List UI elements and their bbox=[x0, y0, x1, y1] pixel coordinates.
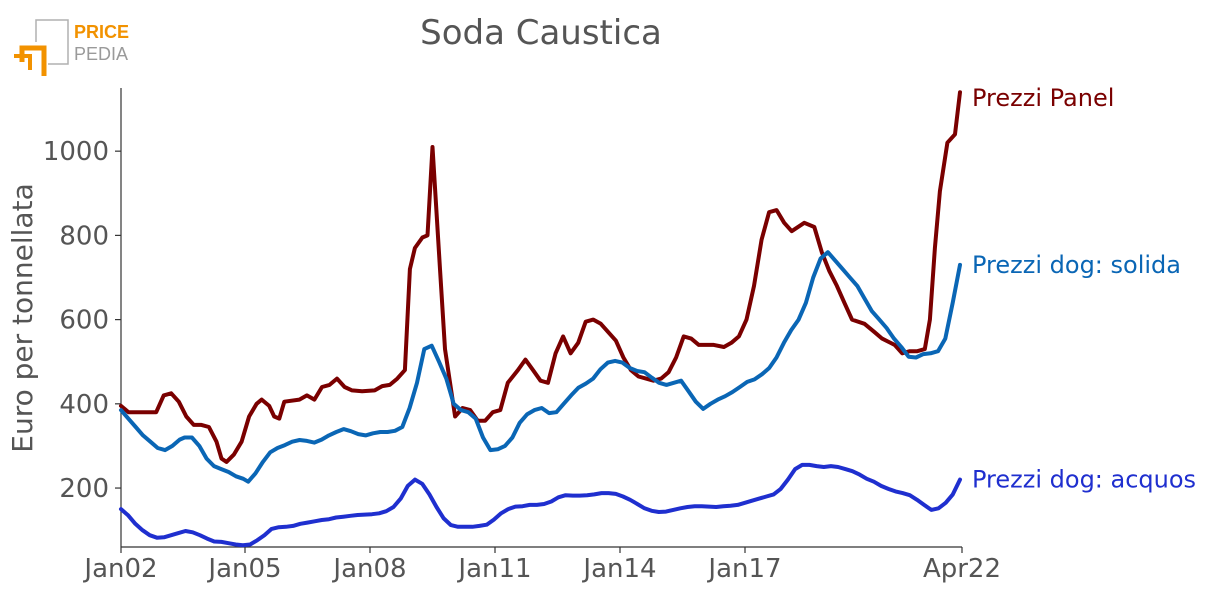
x-tick-label: Jan02 bbox=[82, 554, 157, 584]
logo-mark-icon bbox=[14, 19, 69, 76]
x-tick-label: Jan11 bbox=[456, 554, 531, 584]
y-tick-label: 600 bbox=[59, 306, 109, 336]
x-ticks: Jan02 Jan05 Jan08 Jan11 Jan14 Jan17 Apr22 bbox=[82, 547, 1001, 584]
logo-text-pedia: PEDIA bbox=[74, 44, 128, 64]
x-tick-label: Jan17 bbox=[706, 554, 781, 584]
x-tick-label: Apr22 bbox=[923, 554, 1001, 584]
series-line-1 bbox=[119, 250, 962, 484]
series-line-2 bbox=[119, 462, 962, 548]
logo-text-price: PRICE bbox=[74, 22, 129, 42]
series-group: Prezzi Panel Prezzi dog: solida Prezzi dog… bbox=[119, 84, 1196, 548]
series-line-0 bbox=[119, 90, 962, 464]
y-ticks: 200 400 600 800 1000 bbox=[43, 137, 121, 504]
chart-title: Soda Caustica bbox=[420, 13, 662, 53]
y-tick-label: 800 bbox=[59, 221, 109, 251]
y-tick-label: 400 bbox=[59, 390, 109, 420]
y-tick-label: 1000 bbox=[43, 137, 109, 167]
y-tick-label: 200 bbox=[59, 474, 109, 504]
series-label-2: Prezzi dog: acquos bbox=[972, 466, 1196, 494]
y-axis-label: Euro per tonnellata bbox=[6, 183, 39, 452]
series-label-1: Prezzi dog: solida bbox=[972, 251, 1181, 279]
x-tick-label: Jan05 bbox=[206, 554, 281, 584]
x-tick-label: Jan14 bbox=[581, 554, 656, 584]
pricepedia-logo: PRICE PEDIA bbox=[14, 19, 129, 76]
series-label-0: Prezzi Panel bbox=[972, 84, 1114, 112]
x-tick-label: Jan08 bbox=[331, 554, 406, 584]
